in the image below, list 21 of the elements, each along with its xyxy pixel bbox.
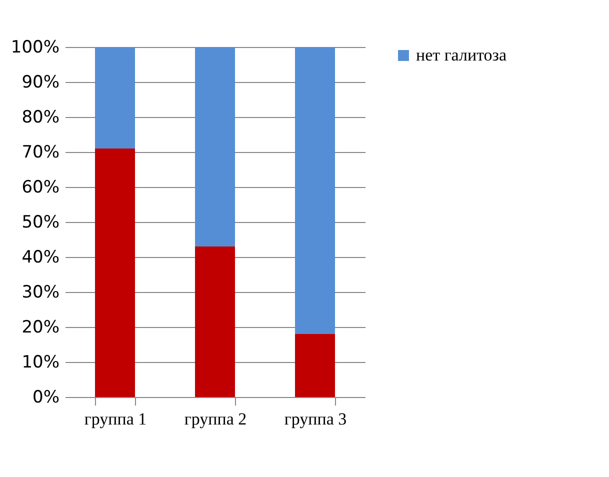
y-tick-label: 100% bbox=[10, 38, 60, 58]
legend-label: нет галитоза bbox=[416, 46, 507, 64]
y-tick-label: 70% bbox=[22, 142, 60, 162]
y-tick-label: 10% bbox=[22, 352, 60, 372]
bar bbox=[195, 47, 235, 246]
y-tick-label: 20% bbox=[22, 318, 60, 338]
y-tick-label: 40% bbox=[22, 248, 60, 268]
x-tick-label: группа 3 bbox=[284, 410, 347, 428]
x-tick-label: группа 2 bbox=[184, 410, 247, 428]
bar bbox=[295, 334, 335, 397]
bar bbox=[95, 47, 135, 148]
y-tick-label: 30% bbox=[22, 282, 60, 302]
y-tick-label: 90% bbox=[22, 72, 60, 92]
y-tick-label: 60% bbox=[22, 178, 60, 198]
bar bbox=[95, 148, 135, 397]
y-tick-label: 0% bbox=[32, 388, 60, 408]
bar bbox=[195, 246, 235, 397]
x-tick-label: группа 1 bbox=[84, 410, 147, 428]
y-tick-label: 80% bbox=[22, 108, 60, 128]
y-tick-label: 50% bbox=[22, 212, 60, 232]
bar bbox=[295, 47, 335, 334]
